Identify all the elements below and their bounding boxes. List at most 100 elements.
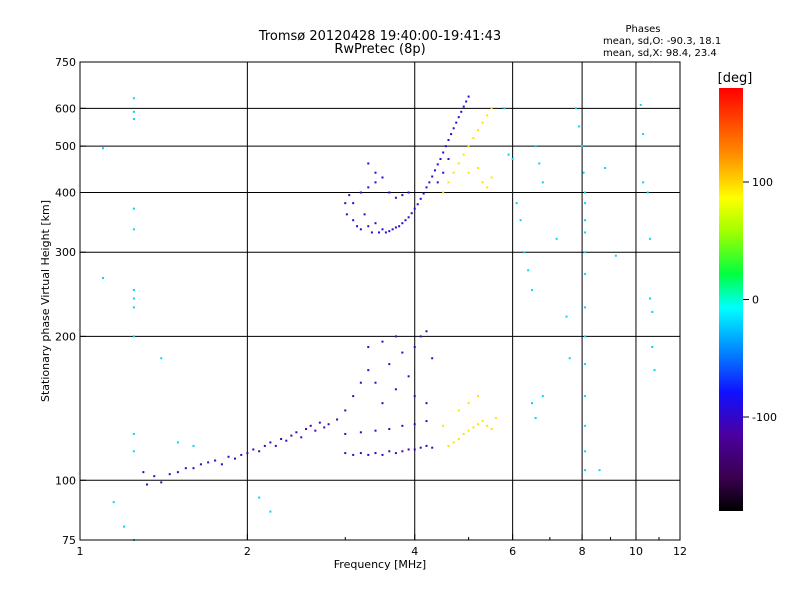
echo-point xyxy=(345,213,348,216)
echo-point xyxy=(388,450,391,453)
echo-point xyxy=(442,191,445,194)
echo-point xyxy=(519,219,522,222)
x-tick-label: 6 xyxy=(509,545,516,558)
echo-point xyxy=(462,432,465,435)
x-tick-label: 4 xyxy=(411,545,418,558)
echo-point xyxy=(431,175,434,178)
echo-point xyxy=(132,110,135,113)
echo-point xyxy=(381,340,384,343)
echo-point xyxy=(220,463,223,466)
y-axis-ticks: 75 100 200 300 400 500 600 750 xyxy=(55,56,86,547)
echo-point xyxy=(447,139,450,142)
echo-point xyxy=(367,453,370,456)
echo-point xyxy=(527,269,530,272)
echo-point xyxy=(642,133,645,136)
echo-point xyxy=(584,469,587,472)
plot-grid xyxy=(80,62,680,540)
echo-point xyxy=(199,463,202,466)
echo-point xyxy=(374,222,377,225)
echo-point xyxy=(132,97,135,100)
echo-point xyxy=(481,121,484,124)
echo-point xyxy=(431,357,434,360)
echo-point xyxy=(425,420,428,423)
echo-point xyxy=(309,424,312,427)
echo-point xyxy=(192,467,195,470)
echo-point xyxy=(401,351,404,354)
y-tick-label: 600 xyxy=(55,102,76,115)
echo-point xyxy=(102,276,105,279)
echo-point xyxy=(416,203,419,206)
echo-point xyxy=(457,116,460,119)
echo-point xyxy=(227,455,230,458)
plot-frame xyxy=(79,61,681,541)
echo-point xyxy=(132,207,135,210)
echo-point xyxy=(447,444,450,447)
echo-point xyxy=(555,237,558,240)
echo-point xyxy=(447,181,450,184)
colorbar-tick-label: 100 xyxy=(752,176,773,189)
echo-point xyxy=(102,147,105,150)
echo-point xyxy=(314,429,317,432)
echo-point xyxy=(359,381,362,384)
echo-point xyxy=(584,395,587,398)
echo-point xyxy=(425,402,428,405)
echo-point xyxy=(407,191,410,194)
echo-point xyxy=(649,297,652,300)
echo-point xyxy=(378,231,381,234)
echo-point xyxy=(431,446,434,449)
echo-point xyxy=(192,444,195,447)
echo-point xyxy=(269,510,272,513)
echo-point xyxy=(653,369,656,372)
echo-point xyxy=(359,452,362,455)
echo-point xyxy=(348,194,351,197)
echo-point xyxy=(132,297,135,300)
y-tick-label: 500 xyxy=(55,140,76,153)
echo-point xyxy=(388,363,391,366)
echo-point xyxy=(442,151,445,154)
echo-point xyxy=(391,228,394,231)
echo-point xyxy=(413,207,416,210)
echo-point xyxy=(425,186,428,189)
echo-point xyxy=(467,171,470,174)
echo-point xyxy=(394,196,397,199)
echo-point xyxy=(280,437,283,440)
echo-point xyxy=(374,181,377,184)
echo-point xyxy=(146,483,149,486)
echo-point xyxy=(523,251,526,254)
colorbar-tick-label: 0 xyxy=(752,294,759,307)
echo-point xyxy=(455,121,458,124)
echo-point xyxy=(530,402,533,405)
echo-point xyxy=(132,335,135,338)
echo-point xyxy=(462,105,465,108)
echo-point xyxy=(584,191,587,194)
echo-point xyxy=(344,452,347,455)
y-tick-label: 75 xyxy=(62,534,76,547)
chart-subtitle: RwPretec (8p) xyxy=(334,42,425,57)
echo-point xyxy=(112,501,115,504)
echo-point xyxy=(367,162,370,165)
echo-point xyxy=(442,424,445,427)
echo-point xyxy=(258,496,261,499)
echo-point xyxy=(490,107,493,110)
echo-point xyxy=(472,137,475,140)
echo-point xyxy=(578,125,581,128)
echo-point xyxy=(639,103,642,106)
echo-point xyxy=(300,436,303,439)
echo-point xyxy=(457,437,460,440)
echo-point xyxy=(541,395,544,398)
echo-point xyxy=(160,357,163,360)
echo-point xyxy=(433,169,436,172)
echo-point xyxy=(584,231,587,234)
echo-point xyxy=(447,158,450,161)
echo-point xyxy=(394,452,397,455)
echo-point xyxy=(388,428,391,431)
echo-point xyxy=(367,225,370,228)
echo-point xyxy=(407,375,410,378)
echo-point xyxy=(444,145,447,148)
echo-point xyxy=(419,197,422,200)
echo-point xyxy=(614,254,617,257)
y-tick-label: 300 xyxy=(55,246,76,259)
echo-point xyxy=(460,110,463,113)
echo-point xyxy=(344,432,347,435)
echo-point xyxy=(367,186,370,189)
